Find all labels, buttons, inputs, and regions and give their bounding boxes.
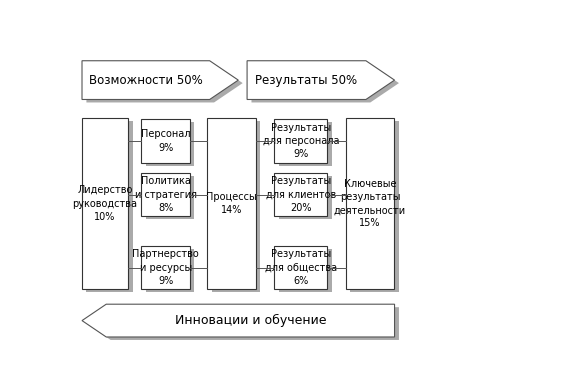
Bar	[346, 118, 394, 289]
Bar	[146, 122, 194, 166]
Text: Результаты 50%: Результаты 50%	[256, 74, 358, 87]
Text: Результаты
для клиентов
20%: Результаты для клиентов 20%	[266, 176, 336, 213]
Bar	[141, 120, 190, 163]
Text: Лидерство
руководства
10%: Лидерство руководства 10%	[73, 185, 137, 222]
Text: Результаты
для персонала
9%: Результаты для персонала 9%	[262, 123, 339, 159]
Polygon shape	[247, 61, 395, 99]
Polygon shape	[82, 304, 395, 337]
Text: Процессы
14%: Процессы 14%	[206, 192, 257, 215]
Text: Результаты
для общества
6%: Результаты для общества 6%	[265, 250, 337, 286]
Text: Ключевые
результаты
деятельности
15%: Ключевые результаты деятельности 15%	[334, 179, 406, 228]
Bar	[279, 176, 332, 219]
Bar	[141, 173, 190, 216]
Bar	[86, 121, 132, 292]
Text: Инновации и обучение: Инновации и обучение	[174, 314, 326, 327]
Bar	[274, 246, 327, 289]
Polygon shape	[86, 64, 243, 103]
Polygon shape	[252, 64, 399, 103]
Text: Политика
и стратегия
8%: Политика и стратегия 8%	[135, 176, 197, 213]
Bar	[146, 249, 194, 292]
Bar	[274, 173, 327, 216]
Text: Партнерство
и ресурсы
9%: Партнерство и ресурсы 9%	[132, 250, 199, 286]
Bar	[279, 249, 332, 292]
Bar	[279, 122, 332, 166]
Bar	[141, 246, 190, 289]
Text: Персонал
9%: Персонал 9%	[141, 130, 190, 152]
Bar	[212, 121, 260, 292]
Bar	[82, 118, 128, 289]
Bar	[146, 176, 194, 219]
Bar	[207, 118, 256, 289]
Polygon shape	[86, 307, 399, 340]
Bar	[274, 120, 327, 163]
Polygon shape	[82, 61, 239, 99]
Bar	[350, 121, 399, 292]
Text: Возможности 50%: Возможности 50%	[89, 74, 203, 87]
